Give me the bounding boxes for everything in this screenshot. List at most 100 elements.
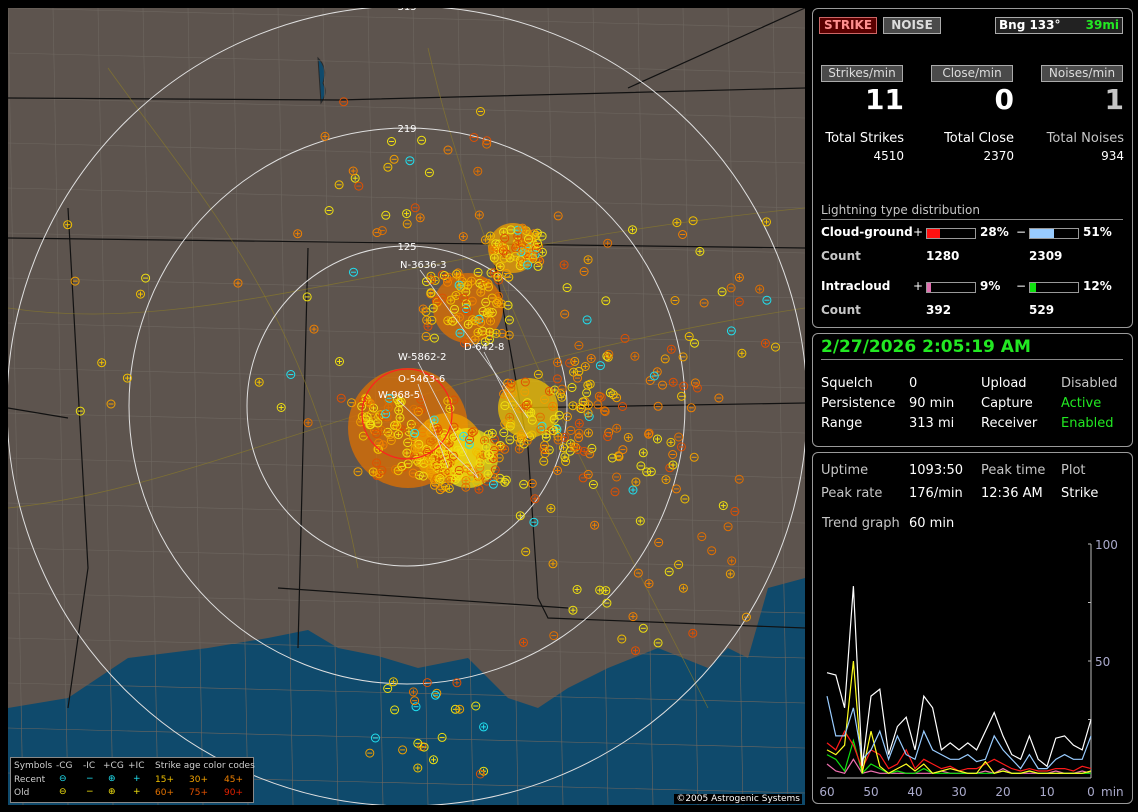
strike-marker xyxy=(631,477,641,487)
noises-per-min-button[interactable]: Noises/min xyxy=(1041,65,1123,82)
strike-marker xyxy=(519,637,528,647)
county-line xyxy=(8,277,805,299)
strike-circle-icon xyxy=(505,435,515,445)
strike-circle-icon xyxy=(535,412,545,422)
strike-marker xyxy=(473,328,483,337)
strike-marker xyxy=(604,349,614,359)
strike-marker xyxy=(467,276,476,286)
lightning-map[interactable]: 313 219 125 N-3636-3 D-642-8 W-5862-2 O-5463-6… xyxy=(8,8,805,805)
strike-circle-icon xyxy=(408,468,418,478)
strike-marker xyxy=(726,326,736,336)
strike-circle-icon xyxy=(572,585,582,594)
strike-circle-icon xyxy=(443,396,453,406)
strike-marker xyxy=(653,401,663,411)
map-canvas[interactable]: 313 219 125 N-3636-3 D-642-8 W-5862-2 O-5463-6… xyxy=(8,8,805,805)
peak-rate-label: Peak rate xyxy=(821,486,883,501)
strike-circle-icon xyxy=(628,485,638,495)
strike-circle-icon xyxy=(604,349,614,359)
strikes-per-min-button[interactable]: Strikes/min xyxy=(821,65,903,82)
strike-marker xyxy=(486,316,495,326)
county-line xyxy=(8,547,805,569)
strike-circle-icon xyxy=(410,696,420,706)
x-tick-label: 20 xyxy=(995,785,1010,799)
strike-circle-icon xyxy=(473,328,483,337)
strike-marker xyxy=(377,226,387,236)
strike-circle-icon xyxy=(612,423,622,433)
strike-circle-icon xyxy=(725,569,735,579)
strike-marker xyxy=(384,395,394,405)
strike-circle-icon xyxy=(410,421,420,431)
strike-circle-icon xyxy=(723,522,733,532)
strike-marker xyxy=(653,638,663,648)
close-per-min-button[interactable]: Close/min xyxy=(931,65,1013,82)
strike-circle-icon xyxy=(521,400,531,410)
strike-marker xyxy=(499,227,509,237)
county-line xyxy=(637,8,654,805)
noise-mode-button[interactable]: NOISE xyxy=(883,17,941,34)
strike-marker xyxy=(388,677,398,687)
strike-circle-icon xyxy=(539,456,549,466)
strike-marker xyxy=(566,426,576,435)
strike-circle-icon xyxy=(286,370,296,379)
strike-marker xyxy=(484,282,494,292)
strike-circle-icon xyxy=(440,459,450,469)
strike-circle-icon xyxy=(495,262,505,272)
plot-value[interactable]: Strike xyxy=(1061,486,1099,501)
strike-marker xyxy=(531,244,541,254)
strike-marker xyxy=(561,457,571,466)
strike-marker xyxy=(458,232,468,242)
strike-marker xyxy=(678,583,688,593)
strike-marker xyxy=(576,404,586,414)
trend-panel: Uptime 1093:50 Peak time Plot Peak rate … xyxy=(812,452,1133,804)
cg-negative-count: 2309 xyxy=(1029,249,1063,263)
status-divider xyxy=(821,359,1123,360)
strike-circle-icon xyxy=(726,326,736,336)
strike-circle-icon xyxy=(520,377,530,387)
total-strikes-value: 4510 xyxy=(873,149,904,163)
strike-marker xyxy=(541,429,551,439)
strike-marker xyxy=(503,300,513,310)
strike-circle-icon xyxy=(480,436,489,446)
strike-marker xyxy=(425,437,435,447)
strike-marker xyxy=(429,755,438,765)
strike-circle-icon xyxy=(390,705,400,715)
strike-circle-icon xyxy=(699,298,709,308)
strike-circle-icon xyxy=(461,287,471,297)
strike-circle-icon xyxy=(608,390,618,400)
strike-circle-icon xyxy=(426,288,436,298)
upload-label: Upload xyxy=(981,376,1027,391)
strike-circle-icon xyxy=(485,450,494,460)
strike-marker xyxy=(434,454,444,464)
strike-circle-icon xyxy=(467,276,476,286)
strike-circle-icon xyxy=(349,267,358,277)
x-tick-label: 10 xyxy=(1039,785,1054,799)
strike-marker xyxy=(381,409,391,419)
strike-marker xyxy=(628,485,638,495)
strike-circle-icon xyxy=(488,479,498,489)
strike-circle-icon xyxy=(565,358,575,368)
strike-marker xyxy=(377,425,386,435)
recent-neg-ic-icon: − xyxy=(86,774,94,784)
strike-marker xyxy=(431,690,440,700)
strike-marker xyxy=(552,374,562,384)
strike-marker xyxy=(649,371,659,381)
strike-marker xyxy=(480,337,490,347)
strike-marker xyxy=(560,309,570,319)
strike-circle-icon xyxy=(424,168,434,178)
uptime-value: 1093:50 xyxy=(909,463,964,478)
strike-marker xyxy=(653,434,662,444)
strike-marker xyxy=(549,426,559,436)
strike-marker xyxy=(418,304,428,314)
squelch-value: 0 xyxy=(909,376,918,391)
strike-marker xyxy=(579,446,589,456)
strike-marker xyxy=(596,392,606,402)
strike-mode-button[interactable]: STRIKE xyxy=(819,17,877,34)
range-ring xyxy=(246,245,568,567)
strike-circle-icon xyxy=(741,612,751,622)
strike-circle-icon xyxy=(309,324,319,334)
strike-circle-icon xyxy=(409,404,419,414)
strike-marker xyxy=(370,733,380,743)
strike-circle-icon xyxy=(668,450,678,459)
strike-marker xyxy=(718,501,728,511)
strike-marker xyxy=(678,230,688,239)
